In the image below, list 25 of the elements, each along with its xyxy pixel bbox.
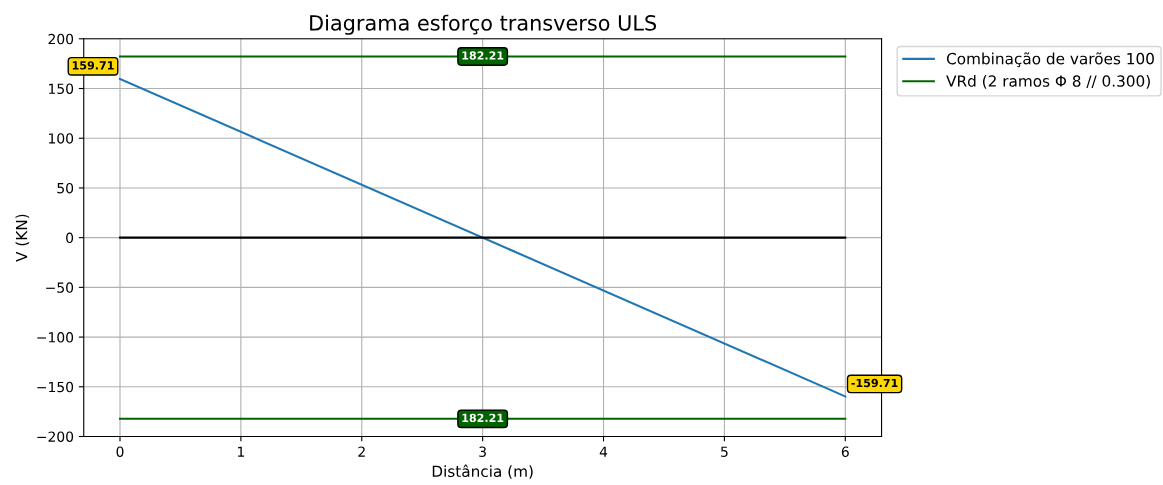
annotation: 182.21 (462, 413, 504, 423)
legend-label: VRd (2 ramos Φ 8 // 0.300) (946, 75, 1150, 89)
y-tick-label: −100 (37, 332, 74, 343)
annotation: 182.21 (462, 51, 504, 60)
x-tick-label: 4 (599, 446, 608, 457)
y-tick-label: −150 (37, 381, 74, 393)
x-tick-label: 5 (721, 446, 728, 457)
annotation: 159.71 (72, 61, 114, 70)
y-tick-label: 0 (66, 232, 74, 244)
x-tick-label: 3 (479, 446, 486, 457)
x-tick-label: 6 (841, 446, 849, 457)
y-tick-label: 100 (49, 133, 74, 144)
y-axis-title: V (KN) (15, 214, 30, 262)
y-tick-label: −50 (46, 282, 74, 293)
legend-label: Combinação de varões 100 (946, 52, 1154, 68)
x-axis-title: Distância (m) (432, 464, 533, 479)
chart-title: Diagrama esforço transverso ULS (310, 14, 657, 35)
x-tick-label: 1 (237, 446, 245, 457)
annotation: -159.71 (851, 378, 898, 388)
y-tick-label: 150 (49, 83, 74, 94)
x-tick-label: 2 (358, 446, 365, 457)
y-tick-label: 50 (57, 182, 74, 194)
y-tick-label: 200 (48, 33, 74, 45)
x-tick-label: 0 (116, 446, 124, 457)
y-tick-label: −200 (37, 431, 74, 442)
